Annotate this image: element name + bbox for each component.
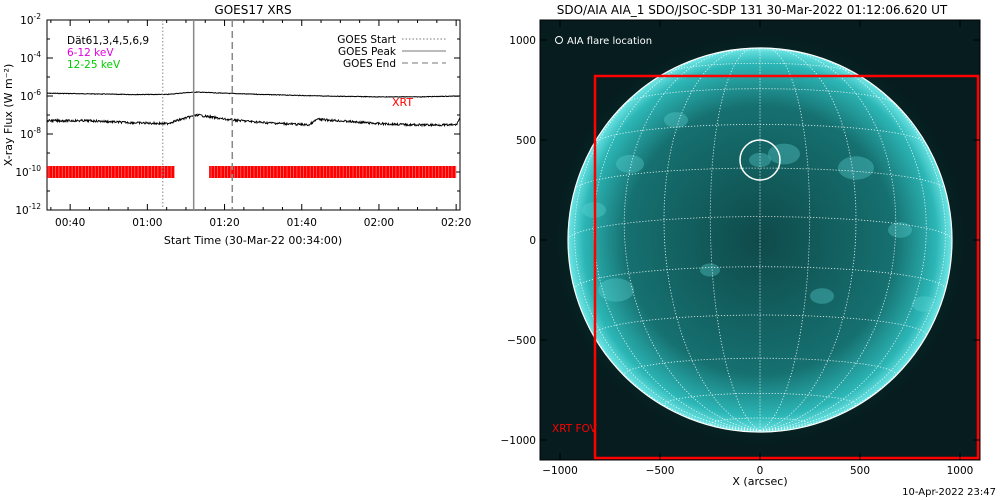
goes-y-tick-label: 10-6 (20, 88, 41, 103)
goes-x-tick-label: 01:40 (287, 217, 317, 229)
goes-legend-label: GOES End (343, 58, 396, 70)
aia-image-title: SDO/AIA AIA_1 SDO/JSOC-SDP 131 30-Mar-20… (557, 3, 948, 17)
goes-y-tick-label: 10-10 (15, 164, 41, 179)
active-region-blob (664, 112, 688, 128)
aia-y-tick-label: −1000 (500, 435, 536, 447)
goes-y-tick-label: 10-2 (20, 12, 41, 27)
goes-series-group (47, 91, 460, 128)
aia-x-axis-label: X (arcsec) (732, 475, 787, 488)
aia-x-axis: −1000 −500 0 500 1000 (542, 20, 973, 477)
goes-y-tick-label: 10-8 (20, 126, 41, 141)
aia-y-tick-label: 0 (529, 235, 536, 247)
active-region-blob (912, 296, 936, 312)
flare-legend-icon (555, 36, 563, 44)
grid-line (567, 239, 761, 431)
aia-y-axis: −1000 −500 0 500 1000 (500, 35, 980, 447)
grid-line (709, 417, 811, 425)
grid-line (623, 357, 897, 377)
active-region-blob (700, 263, 720, 277)
xrt-coverage-segment (47, 166, 175, 178)
grid-line (574, 65, 761, 431)
goes-x-tick-label: 01:00 (132, 217, 162, 229)
aia-x-tick-label: 0 (757, 465, 764, 477)
goes-legend-label: GOES Start (337, 34, 396, 46)
grid-line (594, 124, 926, 144)
goes-y-axis-label: X-ray Flux (W m⁻²) (2, 64, 15, 166)
goes-legend-label: GOES Peak (338, 46, 397, 58)
goes-series-line (47, 91, 460, 98)
goes-chart-title: GOES17 XRS (214, 3, 291, 17)
footer-timestamp: 10-Apr-2022 23:47 (902, 487, 996, 498)
goes-x-tick-label: 00:40 (55, 217, 85, 229)
active-region-blob (810, 288, 834, 304)
active-region-blob (838, 156, 874, 180)
active-region-blob (888, 222, 912, 238)
solar-limb (567, 47, 953, 433)
aia-y-tick-label: −500 (507, 335, 536, 347)
goes-y-tick-label: 10-4 (20, 50, 41, 65)
xrt-fov-box (593, 74, 980, 460)
goes-xrs-chart: GOES17 XRS 10-2 10-4 10-6 10-8 10-10 10-12 00… (2, 3, 471, 247)
grid-line (759, 65, 946, 431)
flare-legend-label: AIA flare location (567, 36, 652, 47)
grid-line (623, 49, 761, 431)
aia-x-tick-label: −1000 (542, 465, 578, 477)
grid-line (709, 47, 761, 431)
grid-line (759, 49, 897, 431)
grid-line (574, 266, 946, 290)
xrt-fov-label: XRT FOV (552, 423, 598, 435)
xrt-label: XRT (392, 96, 413, 109)
grid-line (625, 88, 895, 104)
aia-y-tick-label: 1000 (509, 35, 536, 47)
aia-x-tick-label: −500 (646, 465, 675, 477)
goes-channels-label: Dät61,3,4,5,6,9 (67, 35, 149, 47)
grid-line (593, 314, 927, 337)
aia-x-tick-label: 1000 (947, 465, 974, 477)
grid-line (666, 62, 854, 73)
heliographic-grid (567, 47, 953, 431)
active-region-blob (616, 154, 644, 174)
grid-line (663, 392, 857, 407)
goes-x-tick-label: 02:00 (364, 217, 394, 229)
xrt-coverage-segment (209, 166, 457, 178)
goes-y-tick-label: 10-12 (15, 202, 41, 217)
goes-x-axis: 00:40 01:00 01:20 01:40 02:00 02:20 (50, 20, 471, 229)
solar-disk (568, 48, 952, 432)
goes-event-lines (162, 20, 234, 210)
goes-series-line (47, 113, 460, 128)
grid-line (574, 167, 946, 190)
aia-y-tick-label: 500 (516, 135, 536, 147)
flare-location-circle (739, 139, 781, 181)
active-region-blob (768, 143, 800, 165)
goes-x-tick-label: 01:20 (209, 217, 239, 229)
grid-line (759, 47, 811, 431)
active-region-blob (598, 278, 634, 302)
grid-line (759, 48, 857, 431)
aia-image-panel: SDO/AIA AIA_1 SDO/JSOC-SDP 131 30-Mar-20… (500, 3, 981, 488)
grid-line (663, 48, 761, 431)
grid-line (716, 49, 804, 54)
xrt-coverage-bars (47, 166, 457, 178)
goes-x-axis-label: Start Time (30-Mar-22 00:34:00) (164, 234, 342, 247)
band-label-6-12kev: 6-12 keV (67, 47, 114, 59)
band-label-12-25kev: 12-25 keV (67, 59, 121, 71)
goes-x-tick-label: 02:20 (441, 217, 471, 229)
aia-x-tick-label: 500 (850, 465, 870, 477)
